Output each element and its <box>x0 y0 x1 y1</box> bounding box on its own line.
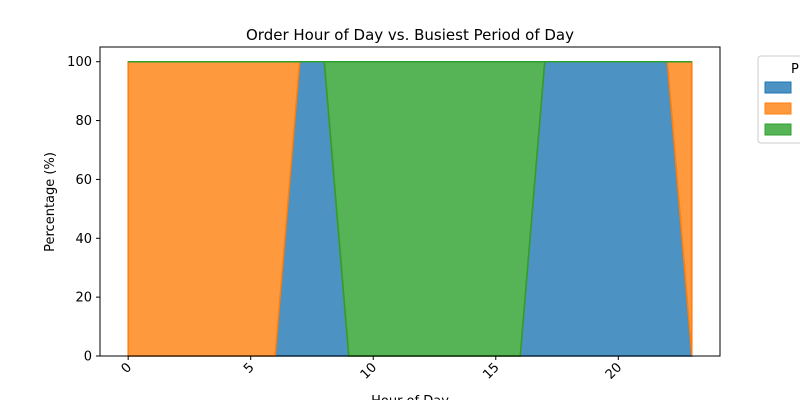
legend-swatch <box>764 81 792 94</box>
y-tick-label: 20 <box>75 291 92 306</box>
legend-swatch <box>764 102 792 115</box>
y-tick-label: 40 <box>75 232 92 247</box>
y-tick-label: 60 <box>75 173 92 188</box>
y-tick-label: 0 <box>84 350 92 365</box>
legend-swatch <box>764 123 792 136</box>
legend-box <box>757 55 800 144</box>
x-tick-label: 15 <box>480 360 502 382</box>
y-axis-label: Percentage (%) <box>43 152 58 252</box>
x-tick-label: 5 <box>241 360 257 376</box>
y-tick-label: 80 <box>75 114 92 129</box>
x-tick-label: 0 <box>119 360 135 376</box>
area <box>128 60 692 357</box>
legend-title: P <box>791 62 799 77</box>
x-tick-label: 20 <box>603 360 625 382</box>
x-axis-label: Hour of Day <box>371 394 449 400</box>
plot-frame <box>99 46 721 357</box>
x-tick-label: 10 <box>358 360 380 382</box>
y-tick-label: 100 <box>67 55 92 70</box>
chart-title: Order Hour of Day vs. Busiest Period of … <box>246 26 574 44</box>
